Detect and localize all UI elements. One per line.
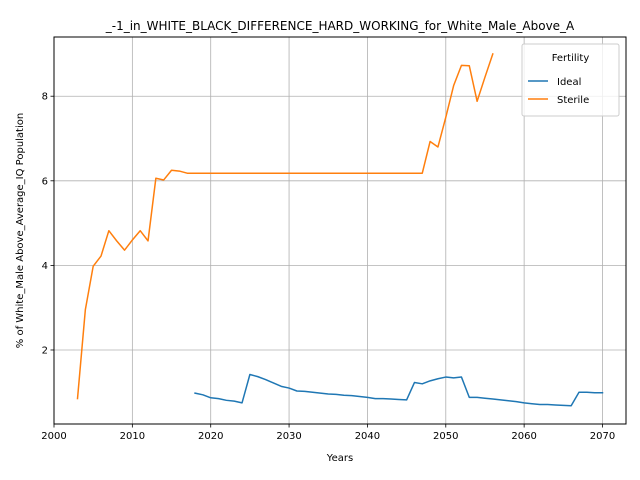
x-tick-label: 2020 <box>198 431 223 442</box>
x-tick-label: 2070 <box>590 431 615 442</box>
x-tick-label: 2040 <box>355 431 380 442</box>
plot-area-frame <box>53 36 627 425</box>
x-axis-label: Years <box>326 453 353 464</box>
x-tick-label: 2000 <box>41 431 66 442</box>
x-axis-ticks: 2000 2010 2020 2030 2040 2050 2060 2070 <box>41 424 615 442</box>
x-tick-label: 2050 <box>433 431 458 442</box>
chart-title: _-1_in_WHITE_BLACK_DIFFERENCE_HARD_WORKI… <box>105 19 575 33</box>
y-tick-label: 4 <box>42 261 48 272</box>
y-axis-ticks: 2 4 6 8 <box>42 92 54 356</box>
y-axis-label: % of White_Male Above_Average_IQ Populat… <box>15 113 26 348</box>
x-tick-label: 2030 <box>276 431 301 442</box>
legend-title: Fertility <box>552 53 590 64</box>
series-line-sterile <box>76 52 494 400</box>
series-lines <box>76 52 604 407</box>
y-tick-label: 8 <box>42 92 48 103</box>
x-tick-label: 2060 <box>511 431 536 442</box>
series-line-ideal <box>194 373 604 407</box>
legend-box <box>521 43 620 117</box>
legend: Fertility Ideal Sterile <box>521 43 620 117</box>
legend-items: Ideal Sterile <box>528 77 589 106</box>
y-tick-label: 2 <box>42 345 48 356</box>
legend-label-ideal: Ideal <box>557 77 581 88</box>
y-tick-label: 6 <box>42 176 48 187</box>
legend-label-sterile: Sterile <box>557 95 589 106</box>
x-tick-label: 2010 <box>120 431 145 442</box>
